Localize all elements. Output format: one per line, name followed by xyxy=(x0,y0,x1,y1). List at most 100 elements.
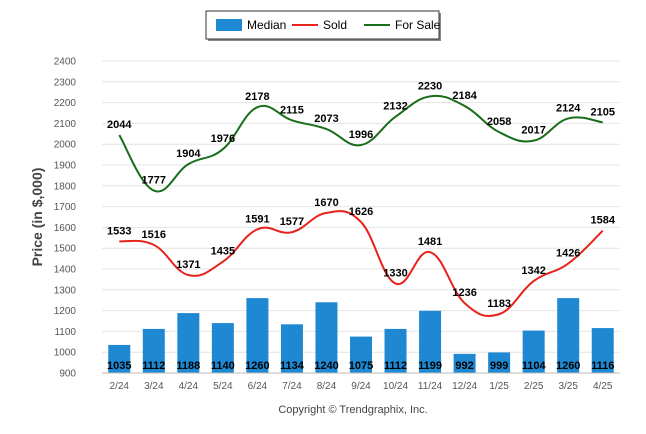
for-sale-data-label: 2017 xyxy=(521,125,545,137)
y-tick-label: 1200 xyxy=(54,306,77,317)
median-bar-label: 999 xyxy=(490,360,508,372)
copyright-footer: Copyright © Trendgraphix, Inc. xyxy=(278,404,427,416)
x-tick-label: 10/24 xyxy=(383,381,408,392)
sold-data-label: 1670 xyxy=(314,197,338,209)
x-tick-label: 3/24 xyxy=(144,381,164,392)
sold-data-label: 1435 xyxy=(211,246,235,258)
sold-data-label: 1426 xyxy=(556,248,580,260)
y-tick-label: 900 xyxy=(59,369,76,380)
sold-data-label: 1626 xyxy=(349,206,373,218)
median-bar xyxy=(315,302,338,373)
y-tick-label: 1600 xyxy=(54,223,77,234)
for-sale-data-label: 2184 xyxy=(452,90,477,102)
median-bar-label: 1134 xyxy=(280,360,305,372)
x-tick-label: 2/24 xyxy=(110,381,130,392)
x-tick-label: 4/25 xyxy=(593,381,613,392)
y-tick-label: 1500 xyxy=(54,244,77,255)
median-bar xyxy=(522,330,545,373)
median-bar-label: 1199 xyxy=(418,360,442,372)
y-tick-label: 1100 xyxy=(54,327,76,338)
x-tick-label: 8/24 xyxy=(317,381,337,392)
for-sale-data-label: 2058 xyxy=(487,116,511,128)
median-bar-label: 1112 xyxy=(384,360,407,372)
median-bar xyxy=(246,298,269,373)
y-tick-label: 1700 xyxy=(54,202,77,213)
for-sale-data-label: 1976 xyxy=(211,133,235,145)
y-tick-label: 2000 xyxy=(54,140,77,151)
sold-data-label: 1577 xyxy=(280,216,304,228)
x-tick-label: 11/24 xyxy=(418,381,443,392)
median-bar xyxy=(177,313,200,373)
legend-label-sold: Sold xyxy=(323,18,347,32)
median-bar-label: 1188 xyxy=(176,360,200,372)
median-bar-label: 1240 xyxy=(314,360,338,372)
x-tick-label: 6/24 xyxy=(248,381,268,392)
x-tick-label: 1/25 xyxy=(489,381,509,392)
sold-data-label: 1533 xyxy=(107,225,131,237)
y-tick-label: 1400 xyxy=(54,265,77,276)
median-bar xyxy=(350,336,372,373)
sold-data-label: 1584 xyxy=(590,215,615,227)
x-tick-label: 5/24 xyxy=(213,381,233,392)
x-tick-label: 3/25 xyxy=(558,381,578,392)
legend: Median Sold For Sale xyxy=(205,10,441,41)
median-bar xyxy=(142,328,165,373)
x-tick-label: 9/24 xyxy=(351,381,371,392)
for-sale-data-label: 2073 xyxy=(314,113,338,125)
median-bar xyxy=(488,352,511,373)
line-series xyxy=(118,94,604,318)
sold-data-label: 1591 xyxy=(245,213,269,225)
median-bar-label: 1260 xyxy=(556,360,580,372)
for-sale-data-label: 2124 xyxy=(556,102,581,114)
median-bar xyxy=(211,323,234,373)
x-tick-label: 4/24 xyxy=(179,381,199,392)
x-tick-label: 12/24 xyxy=(452,381,477,392)
sold-line xyxy=(119,210,604,318)
median-bar xyxy=(557,298,580,373)
for-sale-data-label: 2115 xyxy=(280,104,304,116)
for-sale-data-label: 1777 xyxy=(142,175,166,187)
y-tick-label: 2100 xyxy=(54,119,77,130)
median-bar-label: 1116 xyxy=(591,360,614,372)
legend-swatch-median xyxy=(216,19,242,31)
median-bar-label: 1260 xyxy=(245,360,269,372)
y-tick-label: 1900 xyxy=(54,161,77,172)
median-bar-label: 1075 xyxy=(349,360,373,372)
median-bar xyxy=(108,344,131,373)
legend-box xyxy=(205,10,440,40)
for-sale-data-label: 1904 xyxy=(176,148,201,160)
for-sale-data-label: 2178 xyxy=(245,91,269,103)
axes: 900 1000 1100 1200 1300 1400 1500 1600 1700 1800 1… xyxy=(29,57,620,392)
median-bar-label: 1035 xyxy=(107,360,131,372)
median-bar xyxy=(384,328,407,373)
sold-data-label: 1342 xyxy=(521,265,545,277)
sold-data-label: 1481 xyxy=(418,236,442,248)
y-tick-label: 1800 xyxy=(54,181,77,192)
x-tick-label: 2/25 xyxy=(524,381,544,392)
y-tick-label: 1000 xyxy=(54,348,77,359)
legend-label-median: Median xyxy=(247,18,286,32)
sold-data-label: 1183 xyxy=(487,298,511,310)
y-tick-label: 2400 xyxy=(54,57,77,68)
sold-data-label: 1371 xyxy=(176,259,200,271)
data-labels: 1035 1112 1188 1140 1260 1134 1240 1075 1112 1199… xyxy=(107,80,616,372)
median-bar-label: 1112 xyxy=(142,360,165,372)
median-bars xyxy=(108,298,614,373)
y-tick-label: 2200 xyxy=(54,98,77,109)
median-bar xyxy=(280,324,303,373)
median-bar-label: 1140 xyxy=(211,360,235,372)
for-sale-data-label: 2044 xyxy=(107,119,132,131)
median-bar xyxy=(453,353,476,373)
y-axis-title: Price (in $,000) xyxy=(29,168,45,267)
y-tick-label: 2300 xyxy=(54,77,77,88)
legend-label-for-sale: For Sale xyxy=(395,18,441,32)
sold-data-label: 1330 xyxy=(383,268,407,280)
y-tick-label: 1300 xyxy=(54,285,77,296)
median-bar-label: 1104 xyxy=(522,360,547,372)
sold-data-label: 1516 xyxy=(142,229,166,241)
for-sale-data-label: 2132 xyxy=(383,101,407,113)
x-tick-label: 7/24 xyxy=(282,381,302,392)
for-sale-data-label: 2230 xyxy=(418,80,442,92)
